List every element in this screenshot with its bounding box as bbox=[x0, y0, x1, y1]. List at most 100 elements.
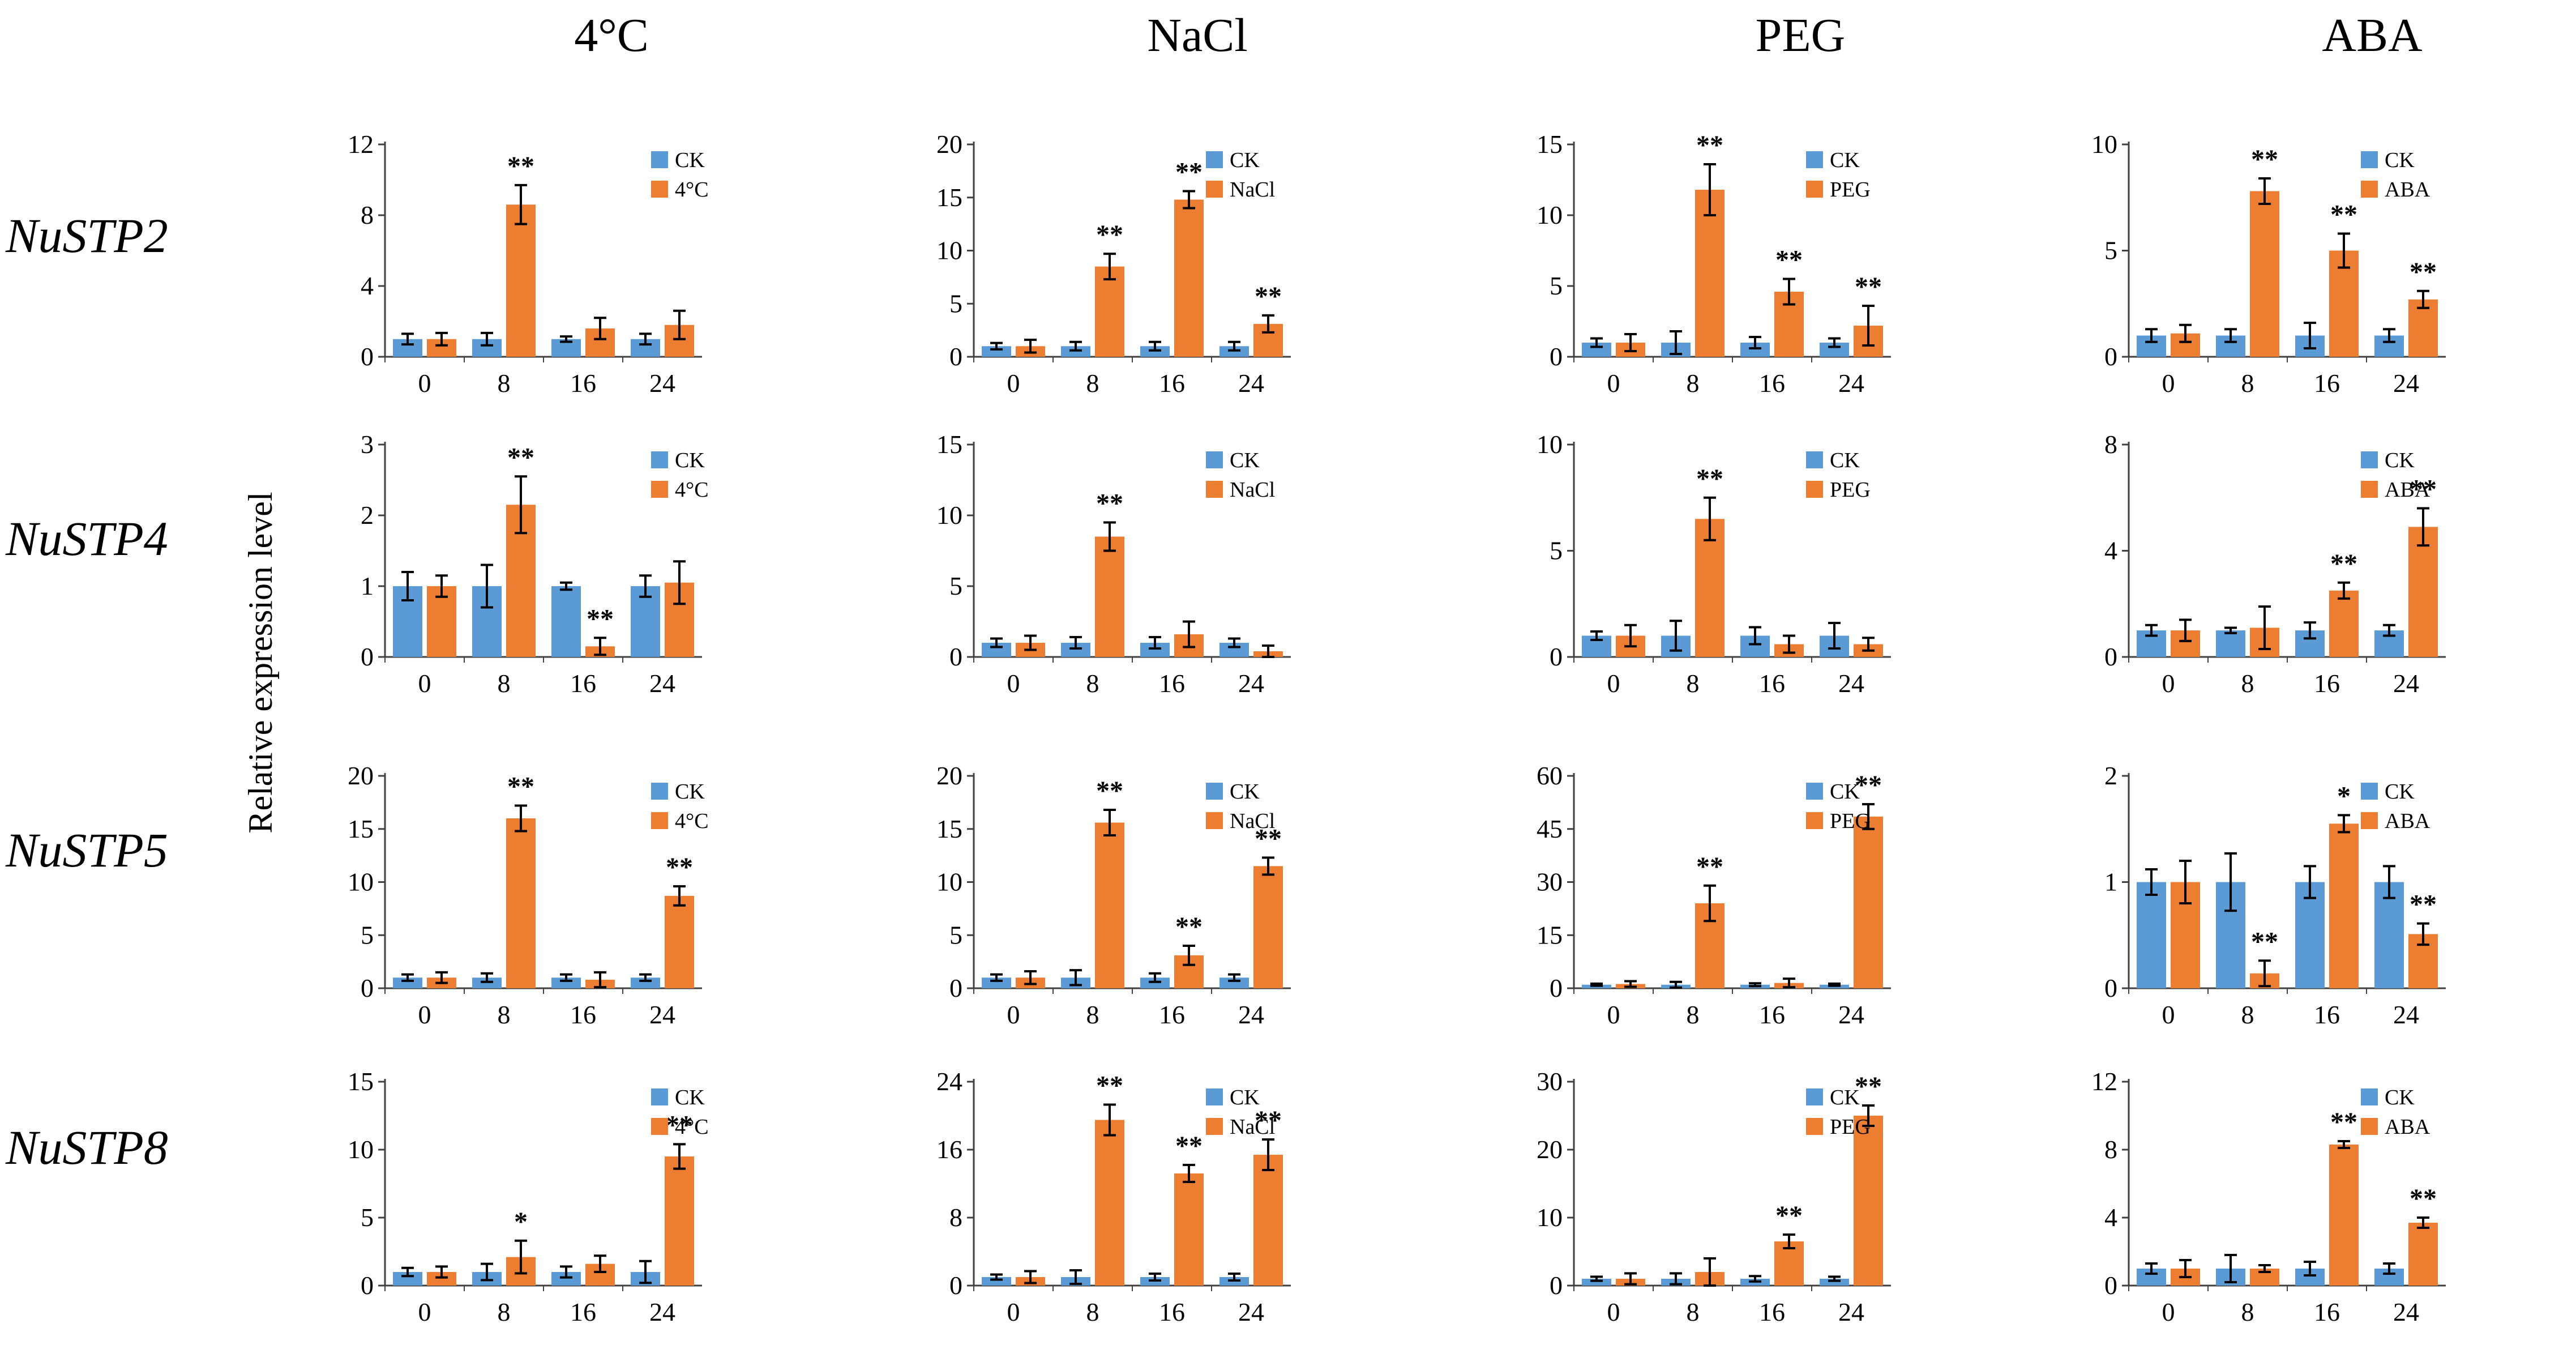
y-tick-label: 0 bbox=[1550, 642, 1563, 671]
legend-swatch-ck bbox=[2361, 451, 2378, 468]
y-tick-label: 15 bbox=[936, 814, 962, 843]
y-tick-label: 0 bbox=[2104, 974, 2117, 1002]
significance-marker: ** bbox=[1775, 1201, 1803, 1231]
significance-marker: ** bbox=[1255, 823, 1282, 853]
column-title-peg: PEG bbox=[1756, 9, 1846, 62]
x-tick-label: 8 bbox=[1086, 1000, 1099, 1029]
x-tick-label: 0 bbox=[1007, 669, 1020, 698]
panel-nustp8-aba: 0 4 8 12 0 8 16 ** 24 ** CK ABA bbox=[2091, 1067, 2446, 1326]
y-tick-label: 20 bbox=[1537, 1135, 1563, 1164]
significance-marker: ** bbox=[1696, 852, 1723, 882]
bar-ck bbox=[2374, 882, 2404, 988]
y-tick-label: 5 bbox=[949, 289, 962, 318]
x-tick-label: 8 bbox=[2241, 1000, 2254, 1029]
significance-marker: ** bbox=[1096, 489, 1123, 519]
panel-nustp4-nacl: 0 5 10 15 0 8 ** 16 24 CK NaCl bbox=[936, 430, 1291, 698]
bar-4-c bbox=[506, 818, 536, 988]
significance-marker: ** bbox=[2330, 1107, 2357, 1137]
y-tick-label: 1 bbox=[361, 571, 374, 600]
y-tick-label: 10 bbox=[936, 501, 962, 530]
y-tick-label: 4 bbox=[2104, 1203, 2117, 1232]
significance-marker: * bbox=[2337, 781, 2351, 811]
legend-swatch-ck bbox=[1206, 783, 1223, 800]
legend-swatch-ck bbox=[2361, 783, 2378, 800]
legend-label-nacl: NaCl bbox=[1230, 809, 1275, 833]
y-tick-label: 0 bbox=[361, 974, 374, 1002]
legend-swatch-peg bbox=[1806, 481, 1823, 498]
x-tick-label: 24 bbox=[2393, 369, 2419, 398]
x-tick-label: 24 bbox=[1238, 669, 1264, 698]
x-tick-label: 8 bbox=[2241, 1297, 2254, 1326]
y-tick-label: 8 bbox=[2104, 430, 2117, 459]
legend-swatch-ck bbox=[651, 451, 668, 468]
significance-marker: ** bbox=[1775, 245, 1803, 275]
y-axis-title: Relative expression level bbox=[242, 492, 279, 833]
x-tick-label: 0 bbox=[2162, 1297, 2175, 1326]
legend-label-ck: CK bbox=[2385, 449, 2415, 472]
bar-peg bbox=[1695, 190, 1725, 357]
x-tick-label: 16 bbox=[1759, 669, 1785, 698]
legend-swatch-aba bbox=[2361, 812, 2378, 829]
y-tick-label: 30 bbox=[1537, 1067, 1563, 1096]
x-tick-label: 0 bbox=[2162, 369, 2175, 398]
bar-aba bbox=[2250, 191, 2279, 357]
bar-aba bbox=[2408, 527, 2438, 657]
significance-marker: ** bbox=[1175, 912, 1203, 942]
bar-peg bbox=[1854, 816, 1883, 988]
bar-nacl bbox=[1253, 1155, 1283, 1286]
bar-ck bbox=[631, 977, 660, 988]
x-tick-label: 24 bbox=[1238, 369, 1264, 398]
y-tick-label: 0 bbox=[1550, 1271, 1563, 1300]
legend-label-peg: PEG bbox=[1830, 478, 1871, 502]
legend-label-aba: ABA bbox=[2385, 478, 2430, 502]
significance-marker: ** bbox=[507, 151, 534, 181]
x-tick-label: 24 bbox=[1238, 1297, 1264, 1326]
y-tick-label: 45 bbox=[1537, 814, 1563, 843]
bar-peg bbox=[1854, 1116, 1883, 1286]
significance-marker: ** bbox=[2330, 549, 2357, 579]
legend-label-ck: CK bbox=[1830, 148, 1860, 172]
legend-label-ck: CK bbox=[2385, 148, 2415, 172]
x-tick-label: 8 bbox=[498, 1000, 511, 1029]
x-tick-label: 0 bbox=[2162, 669, 2175, 698]
legend-label-ck: CK bbox=[675, 449, 705, 472]
legend-label-4-c: 4°C bbox=[675, 478, 709, 502]
y-tick-label: 16 bbox=[936, 1135, 962, 1164]
y-tick-label: 5 bbox=[2104, 236, 2117, 265]
x-tick-label: 16 bbox=[2314, 669, 2340, 698]
y-tick-label: 0 bbox=[949, 974, 962, 1002]
legend-label-ck: CK bbox=[2385, 780, 2415, 804]
row-label-nustp5: NuSTP5 bbox=[5, 823, 168, 877]
bar-nacl bbox=[1095, 822, 1124, 988]
bar-ck bbox=[551, 977, 581, 988]
y-tick-label: 20 bbox=[936, 761, 962, 790]
panel-nustp2-4-c: 0 4 8 12 0 8 ** 16 24 CK 4°C bbox=[348, 130, 709, 398]
significance-marker: ** bbox=[2410, 890, 2437, 920]
x-tick-label: 8 bbox=[1687, 369, 1700, 398]
legend-swatch-ck bbox=[1206, 151, 1223, 168]
significance-marker: ** bbox=[2251, 927, 2278, 957]
legend-swatch-4-c bbox=[651, 1118, 668, 1135]
y-tick-label: 20 bbox=[936, 130, 962, 159]
x-tick-label: 0 bbox=[1007, 1000, 1020, 1029]
x-tick-label: 16 bbox=[2314, 1000, 2340, 1029]
legend-swatch-peg bbox=[1806, 181, 1823, 198]
y-tick-label: 4 bbox=[361, 271, 374, 300]
y-tick-label: 0 bbox=[949, 1271, 962, 1300]
bar-ck bbox=[982, 1277, 1011, 1286]
significance-marker: ** bbox=[1175, 157, 1203, 187]
y-tick-label: 10 bbox=[1537, 200, 1563, 229]
x-tick-label: 16 bbox=[1759, 1000, 1785, 1029]
legend-label-nacl: NaCl bbox=[1230, 1115, 1275, 1139]
bar-nacl bbox=[1095, 1120, 1124, 1286]
x-tick-label: 8 bbox=[1687, 1297, 1700, 1326]
legend-swatch-ck bbox=[1806, 151, 1823, 168]
x-tick-label: 24 bbox=[649, 1000, 675, 1029]
bar-4-c bbox=[665, 895, 694, 988]
x-tick-label: 16 bbox=[1759, 1297, 1785, 1326]
y-tick-label: 10 bbox=[2091, 130, 2117, 159]
legend-label-nacl: NaCl bbox=[1230, 178, 1275, 202]
x-tick-label: 24 bbox=[1238, 1000, 1264, 1029]
bar-ck bbox=[982, 346, 1011, 357]
